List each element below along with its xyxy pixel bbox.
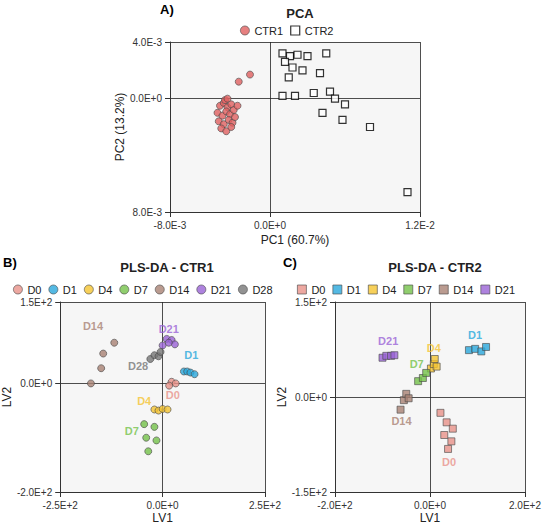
svg-text:D1: D1 <box>468 329 482 341</box>
svg-text:D4: D4 <box>382 284 396 296</box>
svg-text:D14: D14 <box>391 415 412 427</box>
svg-text:D1: D1 <box>63 284 77 296</box>
svg-text:D14: D14 <box>83 320 104 332</box>
svg-text:A): A) <box>160 2 174 17</box>
svg-text:-2.5E+2: -2.5E+2 <box>43 500 79 511</box>
svg-text:0.0E+0: 0.0E+0 <box>295 392 327 403</box>
svg-text:D0: D0 <box>166 389 180 401</box>
svg-text:D4: D4 <box>98 284 112 296</box>
svg-text:D4: D4 <box>427 342 442 354</box>
svg-text:PLS-DA - CTR1: PLS-DA - CTR1 <box>120 260 213 275</box>
svg-text:CTR1: CTR1 <box>254 25 283 37</box>
svg-text:D21: D21 <box>159 323 179 335</box>
svg-text:D0: D0 <box>311 284 325 296</box>
svg-text:-1.5E+2: -1.5E+2 <box>292 487 328 498</box>
svg-text:D14: D14 <box>169 284 189 296</box>
svg-text:4.0E-3: 4.0E-3 <box>133 37 163 48</box>
svg-text:D4: D4 <box>137 395 152 407</box>
svg-text:0.0E+0: 0.0E+0 <box>147 500 179 511</box>
svg-text:-2.0E+2: -2.0E+2 <box>17 487 53 498</box>
svg-text:1.2E-2: 1.2E-2 <box>405 220 435 231</box>
svg-text:D21: D21 <box>211 284 231 296</box>
svg-text:D28: D28 <box>252 284 272 296</box>
svg-text:0.0E+0: 0.0E+0 <box>254 220 286 231</box>
svg-text:0.0E+0: 0.0E+0 <box>20 378 52 389</box>
svg-text:1.5E+2: 1.5E+2 <box>295 297 327 308</box>
svg-text:-8.0E-3: -8.0E-3 <box>154 220 187 231</box>
svg-text:CTR2: CTR2 <box>305 25 334 37</box>
svg-text:-2.0E+2: -2.0E+2 <box>317 500 353 511</box>
svg-text:1.5E+2: 1.5E+2 <box>20 297 52 308</box>
svg-text:D21: D21 <box>495 284 515 296</box>
svg-text:D7: D7 <box>410 358 424 370</box>
svg-text:PCA: PCA <box>286 6 314 21</box>
svg-text:LV1: LV1 <box>420 511 441 525</box>
svg-text:LV2: LV2 <box>275 386 289 407</box>
svg-text:C): C) <box>283 255 297 270</box>
svg-text:D1: D1 <box>347 284 361 296</box>
svg-text:B): B) <box>3 255 17 270</box>
svg-text:D28: D28 <box>128 360 148 372</box>
svg-text:2.5E+2: 2.5E+2 <box>249 500 281 511</box>
svg-text:D7: D7 <box>134 284 148 296</box>
svg-text:D7: D7 <box>125 425 139 437</box>
svg-text:0.0E+0: 0.0E+0 <box>130 93 162 104</box>
svg-text:LV1: LV1 <box>152 511 173 525</box>
svg-text:D7: D7 <box>418 284 432 296</box>
svg-text:8.0E-3: 8.0E-3 <box>133 207 163 218</box>
svg-text:PC1 (60.7%): PC1 (60.7%) <box>261 233 330 247</box>
svg-text:0.0E+0: 0.0E+0 <box>414 500 446 511</box>
svg-text:D14: D14 <box>453 284 473 296</box>
svg-text:2.0E+2: 2.0E+2 <box>509 500 541 511</box>
svg-text:D21: D21 <box>378 335 398 347</box>
svg-text:LV2: LV2 <box>0 386 14 407</box>
svg-text:D0: D0 <box>27 284 41 296</box>
svg-text:PLS-DA - CTR2: PLS-DA - CTR2 <box>388 260 481 275</box>
svg-text:D1: D1 <box>184 349 198 361</box>
svg-text:D0: D0 <box>442 456 456 468</box>
svg-text:PC2 (13.2%): PC2 (13.2%) <box>113 93 127 162</box>
